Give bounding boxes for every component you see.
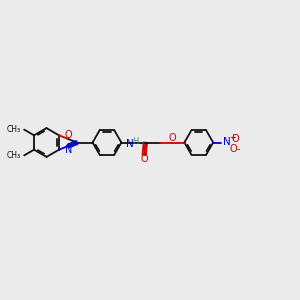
Text: O: O bbox=[230, 144, 237, 154]
Text: N: N bbox=[223, 137, 231, 147]
Text: N: N bbox=[65, 146, 72, 155]
Text: -: - bbox=[236, 144, 240, 154]
Text: CH₃: CH₃ bbox=[7, 151, 21, 160]
Text: CH₃: CH₃ bbox=[7, 125, 21, 134]
Text: O: O bbox=[168, 133, 176, 143]
Text: O: O bbox=[65, 130, 72, 140]
Text: +: + bbox=[229, 133, 236, 142]
Text: O: O bbox=[140, 154, 148, 164]
Text: O: O bbox=[231, 134, 239, 145]
Text: H: H bbox=[132, 136, 138, 146]
Text: N: N bbox=[126, 139, 133, 149]
